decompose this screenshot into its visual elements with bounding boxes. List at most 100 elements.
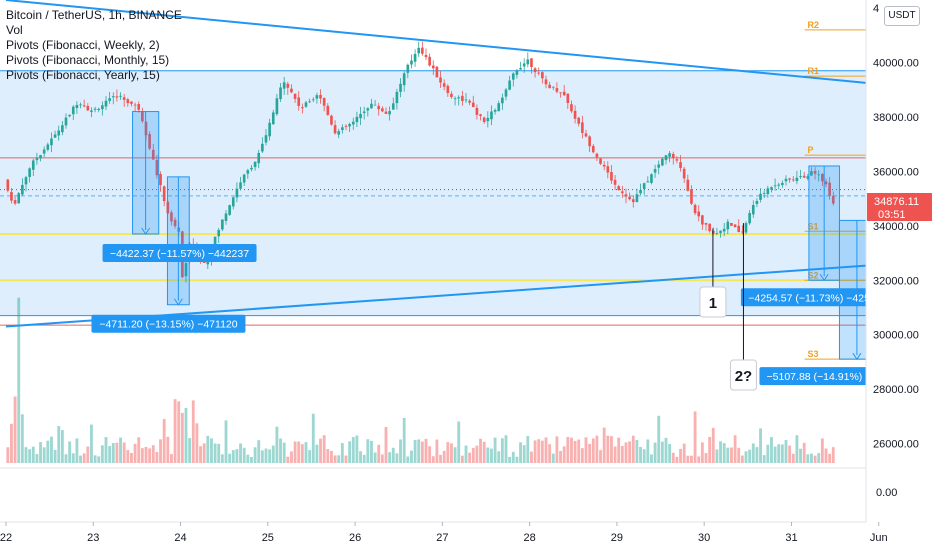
candle[interactable] [93,108,97,110]
candle[interactable] [646,181,650,183]
candle[interactable] [148,134,151,149]
candle[interactable] [28,168,31,177]
candle[interactable] [675,159,679,161]
candle[interactable] [428,56,431,66]
candle[interactable] [548,84,551,89]
candle[interactable] [101,105,104,110]
candle[interactable] [831,195,835,204]
candle[interactable] [515,70,519,75]
candle[interactable] [184,263,188,277]
candle[interactable] [751,205,755,215]
candle[interactable] [744,223,748,233]
candle[interactable] [479,114,482,116]
candle[interactable] [493,110,497,112]
candle[interactable] [824,181,828,185]
candle[interactable] [450,93,453,98]
candle[interactable] [90,110,93,112]
candle[interactable] [566,93,570,103]
candle[interactable] [231,197,235,207]
candle[interactable] [795,177,799,182]
candle[interactable] [541,72,544,79]
candle[interactable] [333,125,337,134]
annotation-box[interactable] [729,359,757,391]
candle[interactable] [221,219,224,230]
candle[interactable] [719,230,722,234]
candle[interactable] [21,184,24,195]
candle[interactable] [781,182,784,186]
candle[interactable] [104,100,108,107]
candle[interactable] [366,108,370,111]
candle[interactable] [446,85,450,93]
candle[interactable] [341,127,344,131]
candle[interactable] [464,99,468,101]
candle[interactable] [173,219,177,227]
candle[interactable] [722,228,726,232]
candle[interactable] [293,93,297,99]
candle[interactable] [682,168,686,179]
candle[interactable] [421,47,424,54]
candle[interactable] [68,114,71,117]
measurement-1[interactable] [132,111,160,235]
candle[interactable] [119,95,122,97]
candle[interactable] [741,231,744,233]
candle[interactable] [53,134,57,138]
candle[interactable] [737,225,741,233]
candle[interactable] [395,91,399,104]
candle[interactable] [373,104,377,106]
candle[interactable] [606,166,610,173]
candle[interactable] [755,200,759,205]
candle[interactable] [311,99,315,101]
candle[interactable] [770,187,773,190]
candle[interactable] [391,103,395,110]
candle[interactable] [810,171,813,176]
candle[interactable] [544,79,548,85]
candle[interactable] [570,104,573,112]
currency-button[interactable]: USDT [884,6,920,26]
candle[interactable] [577,117,581,124]
candle[interactable] [111,96,115,98]
candle[interactable] [504,89,508,97]
candle[interactable] [337,131,341,135]
candle[interactable] [170,212,173,222]
candle[interactable] [653,169,657,173]
candle[interactable] [686,179,690,191]
candle[interactable] [599,158,602,164]
candle[interactable] [115,96,119,98]
candle[interactable] [610,172,613,181]
candle[interactable] [501,97,504,104]
candle[interactable] [377,105,381,110]
annotation-box[interactable] [699,286,727,318]
plot-area[interactable]: R2 R1 P S1 S2 S3 [0,0,932,463]
candle[interactable] [791,179,795,181]
candle[interactable] [562,91,566,96]
candle[interactable] [715,233,719,234]
candle[interactable] [424,54,428,58]
candle[interactable] [530,58,533,68]
candle[interactable] [581,122,584,133]
candle[interactable] [468,100,471,103]
candle[interactable] [75,104,79,109]
candle[interactable] [664,155,668,161]
candle[interactable] [799,176,802,178]
candle[interactable] [351,121,355,125]
candle[interactable] [399,83,402,92]
candle[interactable] [690,189,693,204]
candle[interactable] [275,98,279,115]
candle[interactable] [693,204,697,214]
candle[interactable] [642,183,646,190]
candle[interactable] [126,99,130,104]
candle[interactable] [279,87,282,100]
candle[interactable] [701,215,704,225]
candle[interactable] [631,199,635,203]
candle[interactable] [286,83,290,88]
candle[interactable] [42,149,46,154]
candle[interactable] [6,179,10,191]
candle[interactable] [482,117,486,122]
candle[interactable] [591,145,595,153]
candle[interactable] [431,65,435,69]
candle[interactable] [388,111,391,115]
candle[interactable] [130,101,133,104]
candle[interactable] [61,125,64,133]
candle[interactable] [46,144,50,150]
candle[interactable] [159,174,162,186]
